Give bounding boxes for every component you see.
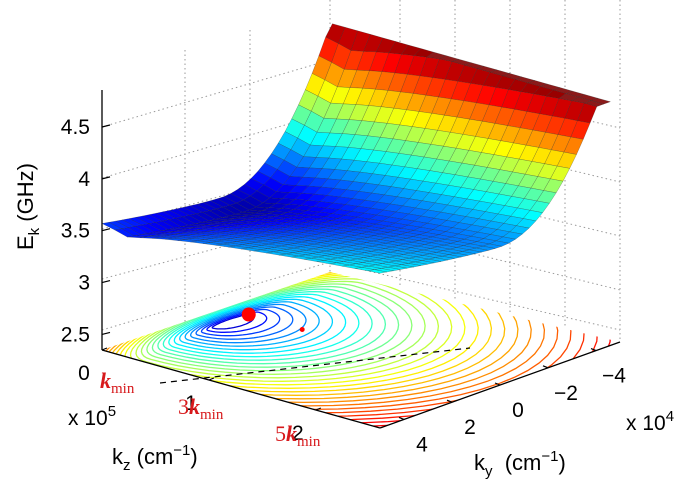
marker-minimum xyxy=(241,307,256,322)
ky-tick-label: −4 xyxy=(602,365,626,388)
contour-line xyxy=(195,306,294,340)
annotation-3kmin: 3kmin xyxy=(178,394,224,423)
z-tick-label: 4.5 xyxy=(61,116,90,139)
annotation-5kmin: 5kmin xyxy=(275,421,321,450)
ky-label-main: k xyxy=(474,450,486,475)
ky-tick-mark xyxy=(542,365,549,369)
kz-label-unit-exp: −1 xyxy=(173,442,190,459)
kmin1-sub: min xyxy=(111,381,135,397)
kmin1-k: k xyxy=(100,368,111,393)
surface-patch xyxy=(101,222,122,231)
kz-label-main: k xyxy=(112,444,124,469)
z-label-sub: k xyxy=(26,227,43,235)
z-tick-mark xyxy=(101,176,111,180)
kmin5-k: k xyxy=(286,421,297,446)
ky-tick-mark xyxy=(446,399,453,403)
kz-multiplier-text: x 10 xyxy=(68,407,108,430)
contour-line xyxy=(173,296,347,354)
kz-tick-mark xyxy=(315,407,322,411)
contour-line xyxy=(190,303,307,344)
ky-label-unit-post: ) xyxy=(559,450,566,475)
marker-small-dot xyxy=(299,327,305,332)
kmin3-k: k xyxy=(189,394,200,419)
z-tick-mark xyxy=(101,279,111,284)
ky-multiplier-exp: 4 xyxy=(666,408,674,425)
kmin5-sub: min xyxy=(297,434,321,450)
ky-tick-mark xyxy=(590,348,597,352)
z-tick-label: 4 xyxy=(78,168,90,191)
contour-line xyxy=(168,293,360,358)
ky-axis-ticks: 4 2 0 −2 −4 xyxy=(398,348,626,456)
dashed-guide-line xyxy=(159,347,471,384)
energy-surface xyxy=(101,23,611,274)
annotation-kmin: kmin xyxy=(100,368,135,397)
kz-axis-ticks: 0 1 2 xyxy=(78,347,322,445)
z-tick-label: 2.5 xyxy=(61,323,90,346)
kz-tick-mark xyxy=(101,347,108,351)
kz-label-unit-pre: (cm xyxy=(131,444,174,469)
z-axis-ticks: 2.5 3 3.5 4 4.5 xyxy=(61,116,111,346)
ky-multiplier: x 104 xyxy=(626,408,674,435)
kz-axis-label: kz (cm−1) xyxy=(112,442,198,474)
kz-label-sub: z xyxy=(123,457,131,474)
contour-line xyxy=(184,301,320,347)
z-label-main: E xyxy=(13,235,38,250)
ky-tick-label: −2 xyxy=(554,382,578,405)
ky-tick-mark xyxy=(494,382,501,386)
kz-label-unit-post: ) xyxy=(190,444,197,469)
contour-line xyxy=(102,272,620,428)
contour-line xyxy=(162,290,373,361)
z-tick-mark xyxy=(101,331,111,336)
ky-tick-label: 4 xyxy=(416,433,428,456)
z-label-unit: (GHz) xyxy=(13,163,38,228)
kz-multiplier: x 105 xyxy=(68,403,116,430)
contour-line xyxy=(200,308,281,337)
kmin3-coef: 3 xyxy=(178,394,189,419)
kz-tick-label: 1 xyxy=(185,392,197,415)
z-tick-mark xyxy=(101,124,111,128)
ky-tick-label: 0 xyxy=(512,399,524,422)
markers xyxy=(241,307,305,332)
z-tick-mark xyxy=(101,228,111,232)
kmin5-coef: 5 xyxy=(275,421,286,446)
ky-multiplier-text: x 10 xyxy=(626,412,666,435)
kmin3-sub: min xyxy=(200,407,224,423)
kz-tick-label: 2 xyxy=(292,422,304,445)
kz-tick-label: 0 xyxy=(78,362,90,385)
z-tick-label: 3 xyxy=(78,272,90,295)
ky-label-sub: y xyxy=(485,463,493,480)
ky-label-unit-exp: −1 xyxy=(541,448,558,465)
ky-label-unit-pre: (cm xyxy=(493,450,542,475)
kz-tick-mark xyxy=(208,377,215,381)
contour-line xyxy=(179,298,334,351)
contour-line xyxy=(102,272,620,428)
ky-tick-label: 2 xyxy=(464,416,476,439)
z-tick-label: 3.5 xyxy=(61,220,90,243)
kz-multiplier-exp: 5 xyxy=(108,403,116,420)
z-axis-label: Ek (GHz) xyxy=(13,163,43,250)
ky-tick-mark xyxy=(398,416,405,420)
contour-line xyxy=(206,311,268,333)
ky-axis-label: ky (cm−1) xyxy=(474,448,566,480)
